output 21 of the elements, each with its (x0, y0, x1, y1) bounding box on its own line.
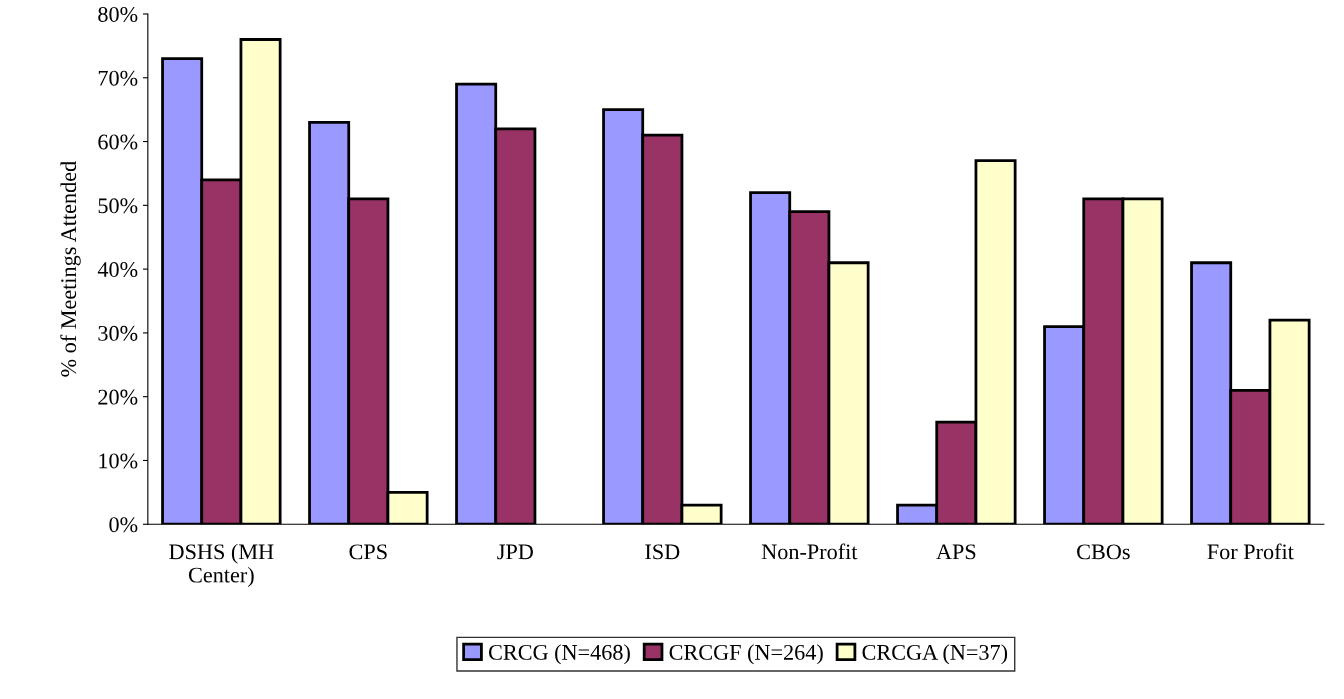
y-tick-label: 30% (98, 325, 138, 341)
y-tick-label: 0% (109, 517, 138, 533)
x-tick-label: CBOs (1077, 544, 1130, 560)
y-tick-label: 60% (98, 134, 138, 150)
x-tick-label: ISD (645, 544, 680, 560)
y-tick-label: 20% (98, 389, 138, 405)
legend-label: CRCG (N=468) (488, 644, 630, 665)
legend-label: CRCGA (N=37) (862, 644, 1008, 665)
legend-label: CRCGF (N=264) (669, 644, 823, 665)
y-axis-title: % of Meetings Attended (60, 161, 81, 377)
x-tick-label: CPS (349, 544, 387, 560)
x-tick-label: For Profit (1207, 543, 1294, 560)
y-tick-label: 10% (99, 453, 138, 469)
x-tick-label: DSHS (MH Center) (169, 543, 274, 588)
y-tick-label: 80% (98, 6, 138, 22)
y-tick-label: 40% (97, 262, 138, 278)
x-tick-label: JPD (497, 544, 533, 560)
y-tick-label: 50% (98, 198, 138, 214)
y-tick-label: 70% (98, 70, 138, 86)
x-tick-label: Non-Profit (761, 543, 858, 560)
x-tick-label: APS (936, 544, 976, 560)
